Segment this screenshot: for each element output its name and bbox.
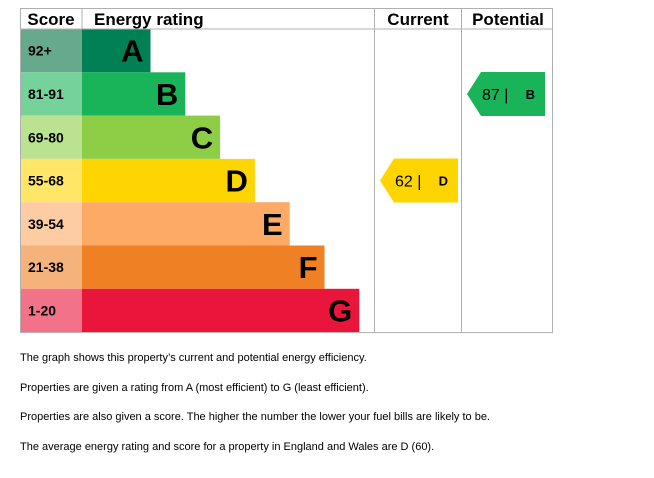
potential-band-value: B: [526, 87, 535, 102]
rating-bar-e: [82, 202, 290, 246]
score-cell-e: [20, 202, 82, 246]
band-letter-e: E: [262, 207, 283, 242]
score-range-c: 69-80: [28, 129, 64, 145]
score-range-d: 55-68: [28, 173, 64, 189]
chart-border: [20, 8, 553, 334]
current-marker-arrow: [380, 158, 458, 203]
current-rating-marker: 62 | D: [380, 158, 458, 203]
epc-rating-chart: Score Energy rating Current Potential 92…: [20, 8, 553, 334]
score-cell-b: [20, 72, 82, 116]
rating-bar-d: [82, 158, 255, 203]
rating-bar-g: [82, 288, 360, 333]
score-cell-a: [20, 29, 82, 73]
current-band-value: D: [439, 174, 448, 189]
band-letter-g: G: [328, 293, 352, 328]
rating-bands: 92+ A 81-91 B 69-80 C 55-68 D 39-54 E 21-38 F 1-20 G: [20, 29, 360, 333]
band-letter-a: A: [121, 34, 143, 69]
score-range-f: 21-38: [28, 259, 64, 275]
score-cell-f: [20, 245, 82, 289]
rating-bar-c: [82, 115, 221, 159]
chart-grid: [20, 8, 553, 334]
note-average-rating: The average energy rating and score for …: [20, 441, 435, 454]
note-graph-explanation: The graph shows this property’s current …: [20, 352, 367, 364]
note-score-meaning: Properties are also given a score. The h…: [20, 411, 490, 424]
potential-rating-marker: 87 | B: [467, 71, 545, 116]
rating-column-header: Energy rating: [94, 10, 204, 29]
band-letter-b: B: [156, 77, 178, 112]
score-cell-g: [20, 288, 82, 333]
score-column-header: Score: [27, 10, 74, 29]
rating-bar-f: [82, 245, 325, 289]
current-score-value: 62 |: [395, 174, 421, 191]
rating-markers: 62 | D 87 | B: [380, 71, 545, 203]
score-range-g: 1-20: [28, 302, 56, 318]
band-letter-c: C: [191, 120, 213, 155]
score-range-a: 92+: [28, 43, 52, 59]
potential-column-header: Potential: [472, 10, 544, 29]
band-letter-d: D: [226, 164, 248, 199]
explanation-notes: The graph shows this property’s current …: [20, 351, 640, 470]
rating-bar-b: [82, 72, 186, 116]
current-column-header: Current: [387, 10, 449, 29]
band-letter-f: F: [299, 250, 318, 285]
score-cell-d: [20, 158, 82, 203]
potential-score-value: 87 |: [482, 87, 508, 104]
note-rating-scale: Properties are given a rating from A (mo…: [20, 381, 369, 394]
score-cell-c: [20, 115, 82, 159]
score-range-b: 81-91: [28, 86, 64, 102]
score-range-e: 39-54: [28, 216, 64, 232]
potential-marker-arrow: [467, 71, 545, 116]
rating-bar-a: [82, 29, 151, 73]
